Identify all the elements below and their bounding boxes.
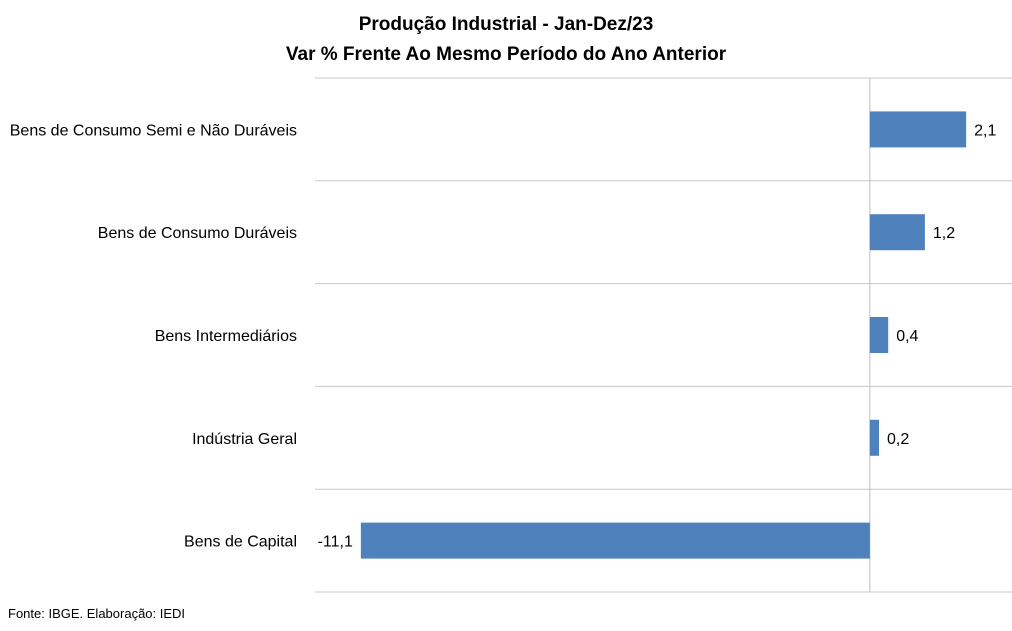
category-label: Bens de Capital xyxy=(184,534,297,551)
data-label: 0,4 xyxy=(896,328,918,345)
data-label: -11,1 xyxy=(318,534,353,551)
bar xyxy=(869,317,889,353)
bar xyxy=(869,419,880,456)
category-label: Bens de Consumo Semi e Não Duráveis xyxy=(10,122,297,139)
category-label: Indústria Geral xyxy=(192,431,297,448)
category-label: Bens Intermediários xyxy=(155,328,297,345)
data-label: 2,1 xyxy=(974,122,996,139)
bar xyxy=(869,214,925,251)
chart-title: Produção Industrial - Jan-Dez/23 xyxy=(358,14,654,35)
data-label: 0,2 xyxy=(887,431,909,448)
category-label: Bens de Consumo Duráveis xyxy=(98,225,297,242)
bar xyxy=(869,111,967,148)
chart-subtitle: Var % Frente Ao Mesmo Período do Ano Ant… xyxy=(285,44,727,65)
bar xyxy=(360,522,870,559)
data-label: 1,2 xyxy=(933,225,955,242)
source-note: Fonte: IBGE. Elaboração: IEDI xyxy=(8,606,186,621)
